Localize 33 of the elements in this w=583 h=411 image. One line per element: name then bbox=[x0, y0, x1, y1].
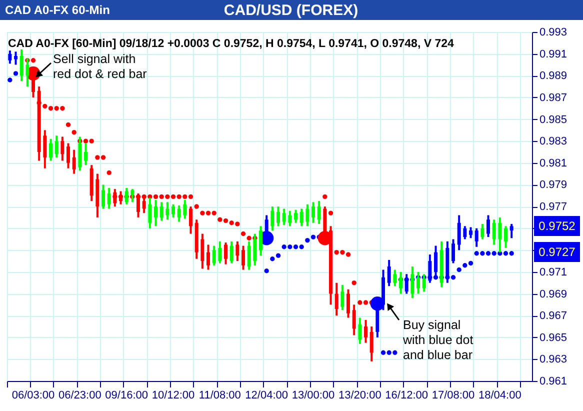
y-tick-label: 0.961 bbox=[540, 376, 568, 388]
y-tick-label: 0.983 bbox=[540, 136, 568, 148]
y-tick-label: 0.981 bbox=[540, 157, 568, 170]
x-tick-label: 12/04:00 bbox=[245, 390, 288, 402]
annotation: Sell signal with red dot & red bar bbox=[53, 52, 147, 81]
text: CAD A0-FX 60-Min bbox=[5, 3, 110, 17]
y-tick-label: 0.987 bbox=[540, 92, 568, 104]
y-tick-label: 0.963 bbox=[540, 354, 568, 366]
x-tick-label: 06/03:00 bbox=[12, 390, 55, 402]
y-tick-label: 0.969 bbox=[540, 288, 568, 300]
annotation: CAD A0-FX [60-Min] 09/18/12 +0.0003 C 0.9752, H 0.9754, L 0.9741, O 0.9748, V 724 bbox=[8, 38, 454, 50]
y-tick-label: 0.989 bbox=[540, 70, 568, 82]
x-tick-label: 11/08:00 bbox=[198, 390, 241, 402]
x-tick-label: 06/23:00 bbox=[58, 390, 102, 402]
x-tick-label: 16/12:00 bbox=[385, 390, 428, 402]
x-tick-label: 13/00:00 bbox=[292, 390, 335, 402]
y-tick-label: 0.967 bbox=[540, 310, 568, 322]
x-tick-label: 09/16:00 bbox=[105, 390, 148, 402]
y-tick-label: 0.991 bbox=[540, 48, 568, 60]
text: 0.9752 bbox=[538, 219, 576, 233]
text: 0.9727 bbox=[538, 245, 576, 259]
chart-title: CAD/USD (FOREX) bbox=[224, 2, 358, 19]
x-tick-label: 18/04:00 bbox=[478, 390, 522, 402]
annotation: Buy signal with blue dot and blue bar bbox=[402, 318, 474, 362]
y-tick-label: 0.993 bbox=[540, 26, 568, 38]
x-tick-label: 13/20:00 bbox=[338, 390, 382, 402]
y-tick-label: 0.965 bbox=[540, 332, 568, 344]
y-tick-label: 0.971 bbox=[540, 266, 568, 278]
x-tick-label: 10/12:00 bbox=[152, 390, 195, 402]
y-tick-label: 0.979 bbox=[540, 179, 568, 192]
y-tick-label: 0.985 bbox=[540, 114, 568, 126]
x-tick-label: 17/08:00 bbox=[432, 390, 475, 402]
y-tick-label: 0.977 bbox=[540, 201, 568, 213]
